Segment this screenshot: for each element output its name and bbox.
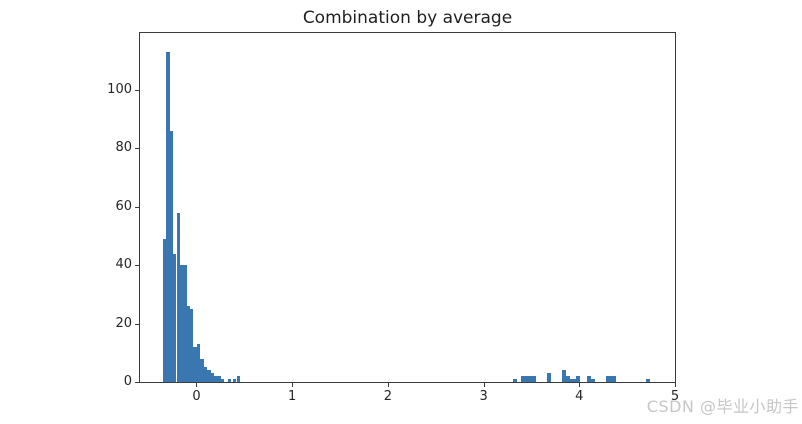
histogram-bar <box>546 373 552 382</box>
x-tick-mark <box>196 383 198 387</box>
histogram-bar <box>569 379 576 382</box>
y-tick-mark <box>135 382 139 383</box>
histogram-bar <box>521 376 537 382</box>
x-tick-label: 0 <box>192 389 201 404</box>
histogram-bar <box>186 306 191 382</box>
histogram-bar <box>207 370 211 382</box>
x-tick-mark <box>483 383 485 387</box>
histogram-bar <box>179 265 184 382</box>
y-tick-label: 40 <box>115 257 132 273</box>
histogram-bar <box>227 379 231 382</box>
x-tick-label: 2 <box>383 389 393 404</box>
y-tick-label: 0 <box>123 374 132 389</box>
chart-title: Combination by average <box>302 8 513 28</box>
histogram-bar <box>203 367 208 382</box>
histogram-bar <box>210 373 214 382</box>
histogram-bar <box>566 376 570 382</box>
y-tick-mark <box>135 323 139 325</box>
x-tick-mark <box>675 383 676 387</box>
histogram-bar <box>605 376 616 382</box>
y-tick-mark <box>135 89 139 91</box>
histogram-bar <box>169 130 174 382</box>
x-tick-label: 3 <box>479 389 488 404</box>
x-tick-label: 1 <box>288 389 297 404</box>
histogram-bar <box>591 379 595 382</box>
histogram-bar <box>217 376 221 382</box>
histogram-bar <box>166 51 170 382</box>
histogram-bar <box>190 309 194 382</box>
x-tick-mark <box>387 383 389 387</box>
y-tick-mark <box>135 148 139 150</box>
histogram-bar <box>236 376 241 382</box>
histogram-bar <box>200 358 204 382</box>
histogram-bar <box>196 344 201 382</box>
y-tick-label: 60 <box>115 198 132 214</box>
y-tick-label: 100 <box>107 81 132 97</box>
csdn-watermark: CSDN @毕业小助手 <box>646 397 799 416</box>
histogram-bar <box>646 379 651 382</box>
histogram-bar <box>213 376 218 382</box>
x-tick-label: 4 <box>575 389 584 404</box>
histogram-bar <box>512 379 517 382</box>
histogram-bar <box>220 379 225 382</box>
y-tick-label: 80 <box>115 140 132 156</box>
y-tick-label: 20 <box>115 315 132 331</box>
histogram-bar <box>183 265 187 382</box>
histogram-bar <box>575 376 580 382</box>
histogram-bar <box>162 238 167 382</box>
plot-area <box>139 32 676 383</box>
y-tick-mark <box>135 206 139 208</box>
x-tick-label: 5 <box>670 389 680 404</box>
histogram-bar <box>561 370 567 382</box>
histogram-bar <box>173 253 177 382</box>
histogram-bar <box>193 346 197 382</box>
histogram-bar <box>232 379 237 382</box>
histogram-bar <box>586 376 592 382</box>
x-tick-mark <box>292 383 294 387</box>
histogram-bar <box>176 212 180 382</box>
x-tick-mark <box>579 383 581 387</box>
y-tick-mark <box>135 265 139 267</box>
